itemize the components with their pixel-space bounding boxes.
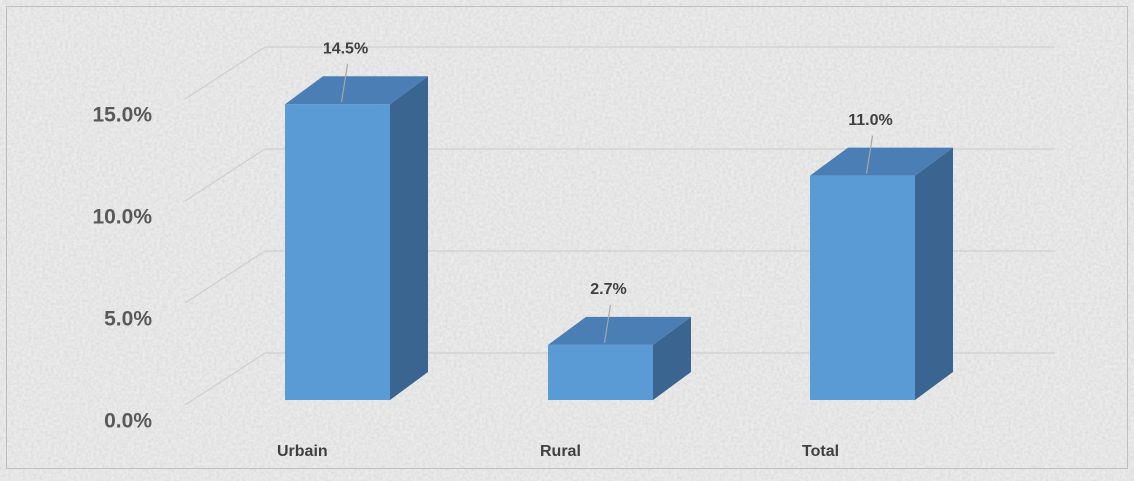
- leader-line: [865, 135, 874, 174]
- bar-top: [810, 147, 953, 176]
- data-label: 11.0%: [848, 112, 892, 129]
- grid-diagonal: [184, 250, 266, 304]
- leader-line: [603, 304, 612, 344]
- bar-side: [915, 147, 953, 400]
- bar-side: [653, 316, 691, 400]
- y-tick-label: 15.0%: [92, 104, 152, 127]
- bar-top: [285, 76, 428, 105]
- x-tick-label: Urbain: [277, 443, 328, 460]
- y-tick-label: 10.0%: [92, 206, 152, 229]
- x-tick-label: Rural: [540, 443, 581, 460]
- bar: [285, 104, 390, 400]
- data-label: 2.7%: [590, 281, 626, 298]
- bar: [548, 344, 653, 400]
- frame: [6, 6, 1128, 469]
- x-tick-label: Total: [802, 443, 839, 460]
- y-tick-label: 0.0%: [104, 410, 152, 433]
- bar-side: [390, 76, 428, 400]
- y-tick-label: 5.0%: [104, 308, 152, 331]
- grid-diagonal: [184, 46, 266, 100]
- bar: [810, 175, 915, 400]
- grid-diagonal: [184, 352, 266, 406]
- leader-line: [340, 64, 349, 103]
- data-label: 14.5%: [323, 40, 368, 57]
- grid-diagonal: [184, 148, 266, 202]
- bar-top: [548, 316, 691, 345]
